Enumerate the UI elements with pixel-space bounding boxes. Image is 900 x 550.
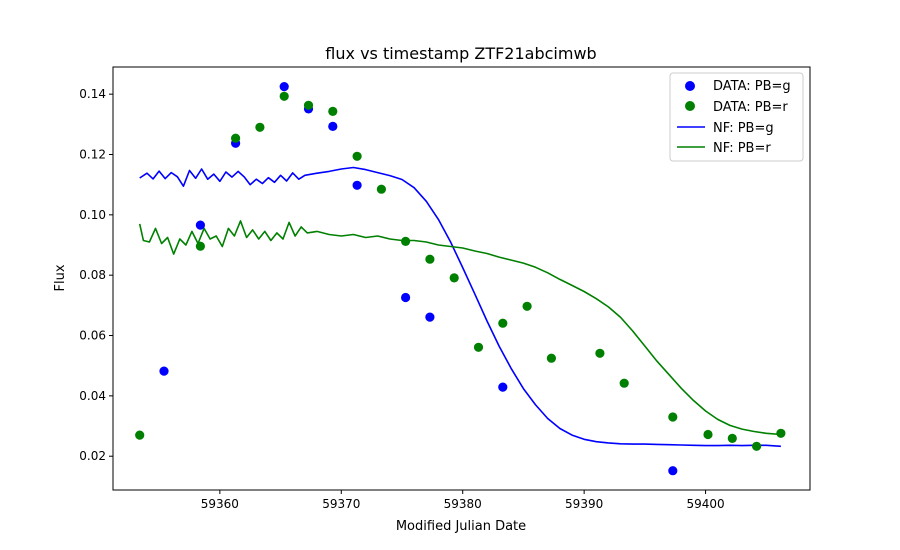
data-point-r bbox=[449, 273, 459, 283]
plot-area bbox=[135, 82, 786, 476]
legend-marker-data-g bbox=[685, 81, 695, 91]
data-point-r bbox=[546, 353, 557, 363]
y-tick-label: 0.06 bbox=[79, 329, 106, 343]
legend-box bbox=[669, 72, 804, 162]
data-point-r bbox=[376, 184, 386, 194]
data-point-r bbox=[668, 412, 678, 422]
axes-frame bbox=[112, 66, 811, 491]
x-tick-label: 59380 bbox=[444, 497, 482, 511]
legend-label-nf-r: NF: PB=r bbox=[713, 141, 771, 156]
data-point-r bbox=[303, 100, 314, 110]
x-axis: 59360 59370 59380 59390 59400 bbox=[201, 490, 725, 511]
x-tick-label: 59390 bbox=[565, 497, 603, 511]
data-point-r bbox=[279, 91, 289, 101]
chart-title: flux vs timestamp ZTF21abcimwb bbox=[325, 44, 596, 63]
data-point-g bbox=[195, 220, 205, 230]
data-point-r bbox=[401, 236, 411, 246]
y-tick-label: 0.02 bbox=[79, 449, 106, 463]
data-point-r bbox=[595, 348, 605, 358]
y-tick-label: 0.14 bbox=[79, 87, 106, 101]
data-point-g bbox=[279, 82, 289, 92]
legend: DATA: PB=g DATA: PB=r NF: PB=g NF: PB=r bbox=[669, 72, 804, 162]
legend-label-data-g: DATA: PB=g bbox=[713, 79, 791, 94]
x-tick-label: 59400 bbox=[686, 497, 724, 511]
data-point-r bbox=[522, 301, 532, 311]
data-point-r bbox=[703, 429, 713, 440]
legend-marker-data-r bbox=[685, 101, 695, 111]
data-point-g bbox=[498, 382, 508, 392]
data-point-r bbox=[135, 430, 145, 440]
data-point-r bbox=[195, 241, 205, 251]
data-point-g bbox=[401, 292, 411, 303]
series-line-nf-g bbox=[139, 166, 781, 448]
legend-label-data-r: DATA: PB=r bbox=[713, 100, 788, 115]
data-point-r bbox=[498, 318, 508, 328]
data-point-r bbox=[352, 151, 362, 161]
data-point-r bbox=[328, 106, 338, 116]
data-point-r bbox=[473, 342, 484, 352]
x-axis-label: Modified Julian Date bbox=[396, 519, 526, 534]
data-point-r bbox=[231, 133, 241, 143]
data-point-g bbox=[328, 121, 338, 131]
data-point-r bbox=[727, 433, 737, 443]
series-line-nf-r bbox=[138, 220, 781, 436]
legend-label-nf-g: NF: PB=g bbox=[713, 121, 774, 136]
y-tick-label: 0.10 bbox=[79, 208, 106, 222]
y-axis: 0.02 0.04 0.06 0.08 0.10 0.12 0.14 bbox=[79, 87, 113, 463]
data-point-r bbox=[776, 428, 786, 438]
data-point-g bbox=[668, 466, 678, 476]
x-tick-label: 59360 bbox=[201, 497, 239, 511]
data-point-g bbox=[159, 366, 169, 376]
data-point-g bbox=[352, 180, 362, 190]
data-point-r bbox=[752, 441, 762, 451]
y-tick-label: 0.08 bbox=[79, 268, 106, 282]
y-tick-label: 0.04 bbox=[79, 389, 106, 403]
data-point-r bbox=[425, 254, 435, 264]
y-axis-label: Flux bbox=[53, 264, 68, 291]
x-tick-label: 59370 bbox=[322, 497, 360, 511]
data-point-r bbox=[619, 378, 629, 388]
data-point-g bbox=[425, 312, 435, 322]
y-tick-label: 0.12 bbox=[79, 147, 106, 161]
data-point-r bbox=[255, 122, 265, 132]
